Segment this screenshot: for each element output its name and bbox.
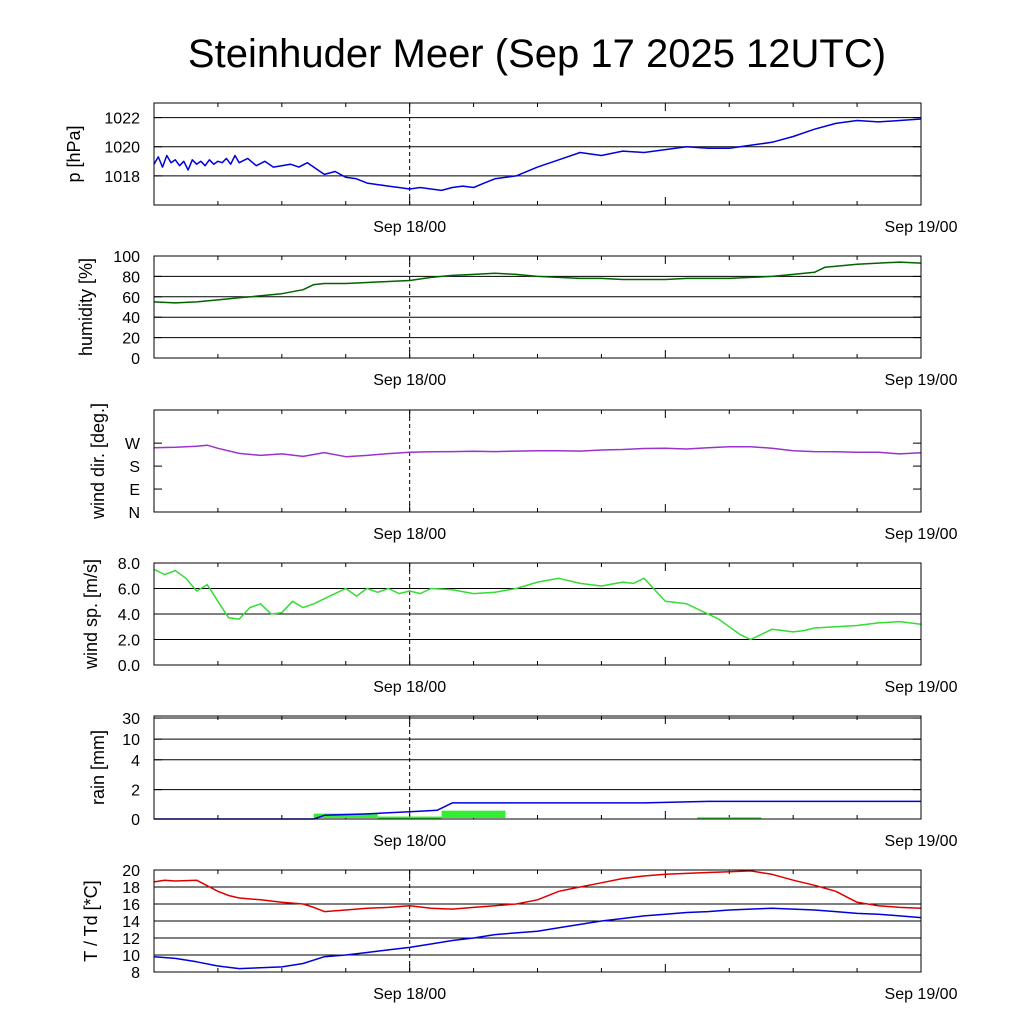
y-tick-label: 40 [122, 310, 140, 327]
x-tick-label: Sep 19/00 [885, 372, 958, 389]
y-tick-label: 2.0 [118, 633, 140, 650]
series-line-humidity [153, 261, 922, 304]
y-tick-label: 12 [122, 931, 140, 948]
x-tick-label: Sep 18/00 [373, 219, 446, 236]
y-axis-title: wind dir. [deg.] [88, 403, 108, 520]
y-tick-label: 1022 [104, 111, 140, 128]
x-tick-label: Sep 19/00 [885, 679, 958, 696]
series-line-t [153, 870, 922, 913]
series-line-pressure [153, 118, 922, 192]
y-tick-label: 20 [122, 863, 140, 880]
y-tick-label: 0 [131, 351, 140, 368]
panel-wind_speed: 0.0 2.0 4.0 6.0 8.0 Sep 18/00 Sep 19/00 wind sp… [81, 556, 958, 696]
y-tick-label: 4.0 [118, 607, 140, 624]
x-tick-label: Sep 18/00 [373, 833, 446, 850]
plot-frame [153, 869, 922, 973]
y-tick-label: 10 [122, 732, 140, 749]
y-axis-title: T / Td [*C] [81, 880, 101, 961]
series-line-wind_speed [153, 568, 922, 641]
rain-bar [697, 817, 762, 820]
plot-frame [153, 409, 922, 513]
x-tick-label: Sep 19/00 [885, 219, 958, 236]
rain-bar [313, 813, 378, 818]
y-tick-label: 60 [122, 290, 140, 307]
panel-rain: 0 2 4 10 30 Sep 18/00 Sep 19/00 rain [mm] [88, 711, 958, 850]
y-tick-label: 20 [122, 331, 140, 348]
y-tick-label: 0 [131, 812, 140, 829]
y-tick-label: 1020 [104, 140, 140, 157]
y-tick-label: 80 [122, 269, 140, 286]
y-axis-title: rain [mm] [88, 730, 108, 805]
y-tick-label: 8.0 [118, 556, 140, 573]
y-axis-title: wind sp. [m/s] [81, 559, 101, 670]
y-tick-label: E [129, 482, 140, 499]
y-tick-label: 14 [122, 914, 140, 931]
y-tick-label: 30 [122, 711, 140, 728]
plot-frame [153, 715, 922, 820]
y-tick-label: 4 [131, 753, 140, 770]
plot-frame [153, 102, 922, 206]
y-axis-title: humidity [%] [76, 258, 96, 356]
plot-frame [153, 562, 922, 666]
y-axis-title: p [hPa] [64, 125, 84, 182]
y-tick-label: N [128, 505, 140, 522]
rain-accumulated-line [154, 800, 921, 820]
rain-bar [441, 810, 506, 818]
chart-title: Steinhuder Meer (Sep 17 2025 12UTC) [188, 32, 886, 76]
y-tick-label: 18 [122, 880, 140, 897]
y-tick-label: 8 [131, 965, 140, 982]
panel-humidity: 0 20 40 60 80 100 Sep 18/00 Sep 19/00 humidity [… [76, 249, 958, 389]
x-tick-label: Sep 19/00 [885, 986, 958, 1003]
series-line-td [153, 907, 922, 970]
y-tick-label: 2 [131, 783, 140, 800]
rain-bar [377, 816, 442, 819]
y-tick-label: 1018 [104, 169, 140, 186]
y-tick-label: 16 [122, 897, 140, 914]
y-tick-label: 6.0 [118, 582, 140, 599]
y-tick-label: W [125, 436, 141, 453]
x-tick-label: Sep 18/00 [373, 986, 446, 1003]
y-tick-label: 100 [113, 249, 140, 266]
panel-pressure: 1018 1020 1022 Sep 18/00 Sep 19/00 p [hPa] [64, 102, 958, 236]
x-tick-label: Sep 18/00 [373, 679, 446, 696]
y-tick-label: S [129, 459, 140, 476]
x-tick-label: Sep 19/00 [885, 526, 958, 543]
y-tick-label: 0.0 [118, 658, 140, 675]
x-tick-label: Sep 19/00 [885, 833, 958, 850]
x-tick-label: Sep 18/00 [373, 526, 446, 543]
series-line-wind_direction [153, 444, 922, 458]
x-tick-label: Sep 18/00 [373, 372, 446, 389]
y-tick-label: 10 [122, 948, 140, 965]
plot-frame [153, 255, 922, 359]
